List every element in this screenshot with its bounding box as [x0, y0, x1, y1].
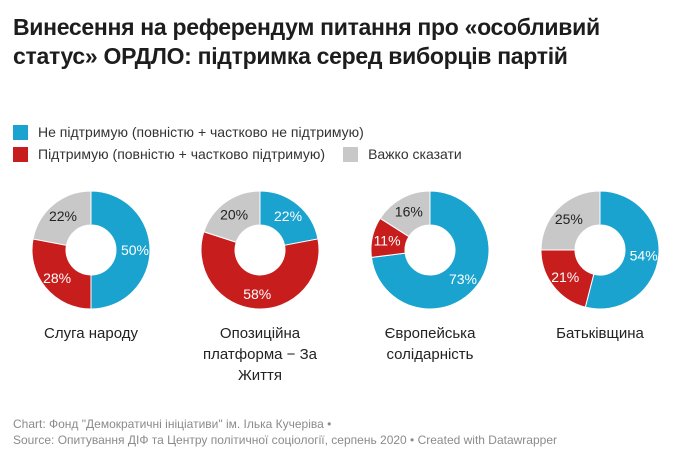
donut-slice-oppose	[584, 190, 660, 310]
donut-value-label-unsure: 20%	[220, 206, 248, 222]
footer: Chart: Фонд "Демократичні ініціативи" ім…	[13, 416, 557, 448]
party-label-es: Європейська солідарність	[384, 325, 476, 363]
donut-slice-unsure	[540, 190, 601, 251]
legend: Не підтримую (повністю + частково не під…	[13, 121, 613, 165]
donut-slice-oppose	[90, 190, 151, 310]
donut-value-label-support: 21%	[551, 269, 579, 285]
donut-charts: 50% 28% 22% 22% 58% 20% 73% 11% 16% 54% 21% 25% Слу…	[0, 190, 690, 390]
party-label-sluha: Слуга народу	[44, 325, 138, 342]
donut-slice-support	[31, 238, 92, 310]
legend-label-support: Підтримую (повністю + частково підтримую…	[38, 146, 326, 162]
legend-label-oppose: Не підтримую (повністю + частково не під…	[38, 124, 364, 140]
donut-value-label-oppose: 50%	[121, 242, 149, 258]
donut-value-label-unsure: 22%	[49, 208, 77, 224]
donut-slice-support	[540, 249, 595, 308]
legend-swatch-support	[13, 146, 28, 162]
donut-slice-unsure	[203, 190, 261, 243]
party-label-batk: Батьківщина	[556, 325, 644, 342]
donut-slice-unsure	[379, 190, 431, 238]
donut-svg: 50% 28% 22% 22% 58% 20% 73% 11% 16% 54% 21% 25%	[31, 190, 660, 310]
legend-item-support: Підтримую (повністю + частково підтримую…	[13, 146, 325, 162]
donut-value-label-support: 58%	[243, 286, 271, 302]
legend-swatch-oppose	[13, 124, 28, 140]
donut-value-label-oppose: 54%	[630, 248, 658, 264]
donut-slice-unsure	[32, 190, 92, 246]
donut-slice-support	[200, 231, 320, 310]
donut-value-label-unsure: 16%	[395, 203, 423, 219]
donut-value-label-unsure: 25%	[555, 211, 583, 227]
footer-source: Source: Опитування ДІФ та Центру політич…	[13, 433, 557, 447]
legend-swatch-unsure	[343, 146, 359, 162]
legend-item-unsure: Важко сказати	[343, 146, 462, 162]
donut-value-label-oppose: 73%	[449, 271, 477, 287]
footer-credit: Chart: Фонд "Демократичні ініціативи" ім…	[13, 417, 332, 431]
donut-slice-oppose	[370, 190, 490, 310]
chart-title: Винесення на референдум питання про «осо…	[13, 14, 600, 69]
donut-value-label-support: 28%	[43, 270, 71, 286]
donut-value-label-oppose: 22%	[274, 208, 302, 224]
legend-item-oppose: Не підтримую (повністю + частково не під…	[13, 124, 364, 140]
legend-label-unsure: Важко сказати	[368, 146, 462, 162]
donut-value-label-support: 11%	[374, 232, 401, 248]
party-label-opzzh: Опозиційна платформа − За Життя	[203, 325, 317, 384]
